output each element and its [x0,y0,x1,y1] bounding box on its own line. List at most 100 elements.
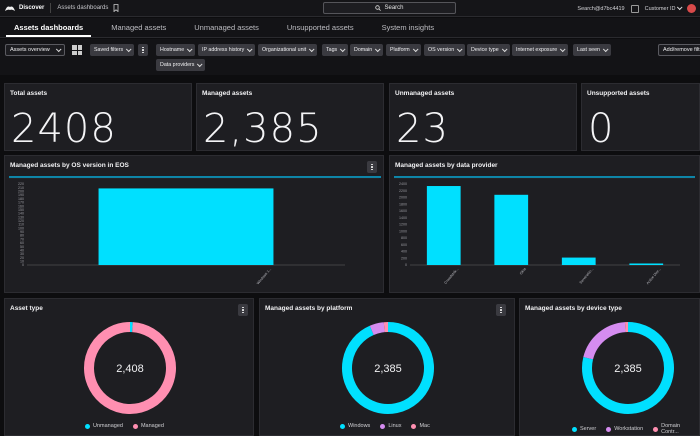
legend-label: Mac [419,423,430,429]
x-tick-label: ServiceNo... [579,267,595,285]
x-tick-label: Active Dire... [646,267,662,285]
legend-swatch [380,423,386,429]
chart-legend: Server Workstation Domain Contr... [572,423,699,435]
breadcrumb[interactable]: Assets dashboards [57,5,109,11]
y-tick-label: 150 [18,208,24,212]
y-tick-label: 30 [20,252,24,256]
chart-card-device-type: Managed assets by device type 2,385 Serv… [519,298,700,436]
search-label: Search [384,5,404,11]
avatar[interactable] [687,4,696,13]
donut-slice [342,322,434,414]
legend-label: Unmanaged [93,423,123,429]
y-tick-label: 110 [18,223,24,227]
legend-item[interactable]: Unmanaged [85,423,123,429]
saved-filters-button[interactable]: Saved filters [90,44,135,56]
legend-swatch [85,423,90,429]
kpi-unmanaged-assets: Unmanaged assets 23 [389,83,577,152]
y-tick-label: 220 [18,182,24,186]
card-menu-icon[interactable] [238,304,248,316]
filter-last-seen[interactable]: Last seen [573,44,611,56]
legend-item[interactable]: Linux [380,423,401,429]
legend-label: Server [580,426,597,432]
card-menu-icon[interactable] [367,161,377,173]
user-account[interactable]: Search@d7bc4419 [577,5,625,12]
filter-hostname[interactable]: Hostname [156,44,196,56]
donut-slice [582,322,674,414]
kpi-unsupported-assets: Unsupported assets 0 [581,83,700,152]
chart-title: Managed assets by data provider [395,162,498,169]
y-tick-label: 120 [18,219,24,223]
y-tick-label: 800 [401,236,407,240]
y-tick-label: 400 [401,250,407,254]
y-tick-label: 210 [18,186,24,190]
chart-card-asset-type: Asset type 2,408 Unmanaged Managed [4,298,254,436]
card-menu-icon[interactable] [496,304,506,316]
tab-system-insights[interactable]: System insights [381,23,435,32]
falcon-logo-icon [5,6,15,11]
chevron-down-icon [560,46,566,53]
y-tick-label: 100 [18,226,24,230]
y-tick-label: 1600 [399,209,407,213]
x-tick-label: Okta [519,267,527,275]
legend-item[interactable]: Domain Contr... [653,423,699,435]
platform-donut: 2,385 [342,322,434,414]
y-tick-label: 10 [20,260,24,264]
bar [629,263,664,265]
y-tick-label: 200 [18,190,24,194]
legend-item[interactable]: Mac [411,423,430,429]
legend-item[interactable]: Server [572,423,596,435]
layout-icon[interactable] [72,45,82,55]
chevron-down-icon [375,46,381,53]
filter-platform[interactable]: Platform [386,44,421,56]
legend-swatch [606,426,612,432]
filter-device-type[interactable]: Device type [467,44,510,56]
filter-domain[interactable]: Domain [350,44,384,56]
y-tick-label: 70 [20,237,24,241]
tab-assets-dashboards[interactable]: Assets dashboards [0,18,97,37]
tab-managed-assets[interactable]: Managed assets [111,23,167,32]
y-tick-label: 180 [18,197,24,201]
more-options-icon[interactable] [138,44,148,56]
chart-legend: Unmanaged Managed [85,423,164,429]
y-tick-label: 0 [405,263,407,267]
y-tick-label: 80 [20,234,24,238]
y-tick-label: 140 [18,212,24,216]
bar [494,194,529,265]
filter-tags[interactable]: Tags [322,44,349,56]
filter-organizational-unit[interactable]: Organizational unit [258,44,318,56]
bookmark-icon[interactable] [113,4,119,12]
legend-item[interactable]: Windows [340,423,370,429]
y-tick-label: 160 [18,204,24,208]
global-search-button[interactable]: Search [323,2,456,14]
chevron-down-icon [501,46,508,53]
tab-unsupported-assets[interactable]: Unsupported assets [286,23,354,32]
filter-ip-address-history[interactable]: IP address history [198,44,256,56]
y-tick-label: 200 [401,256,407,260]
legend-item[interactable]: Workstation [606,423,643,435]
kpi-title: Unmanaged assets [395,90,455,97]
y-tick-label: 40 [20,248,24,252]
chevron-down-icon [602,46,609,53]
filter-internet-exposure[interactable]: Internet exposure [512,44,569,56]
chart-card-data-provider: Managed assets by data provider 0 200 400 6… [389,155,700,293]
kpi-managed-assets: Managed assets 2,385 [196,83,384,152]
chart-card-platform: Managed assets by platform 2,385 Windows… [259,298,515,436]
kpi-total-assets: Total assets 2408 [4,83,192,152]
bar [98,188,274,265]
legend-item[interactable]: Managed [132,423,164,429]
topbar-right: Search@d7bc4419 Customer ID [577,0,696,17]
filter-data-providers[interactable]: Data providers [156,59,206,71]
filter-os-version[interactable]: OS version [424,44,466,56]
bar [561,257,596,265]
add-remove-filters-button[interactable]: Add/remove filt [658,44,700,56]
y-tick-label: 50 [20,245,24,249]
chevron-down-icon [55,46,62,53]
tab-unmanaged-assets[interactable]: Unmanaged assets [194,23,259,32]
customer-id-select[interactable]: Customer ID [645,3,683,12]
notes-icon[interactable] [630,4,639,13]
view-select[interactable]: Assets overview [5,44,65,56]
kpi-value: 0 [588,106,615,152]
app-name[interactable]: Discover [19,5,45,11]
legend-swatch [132,423,138,429]
chart-legend: Windows Linux Mac [340,423,430,429]
